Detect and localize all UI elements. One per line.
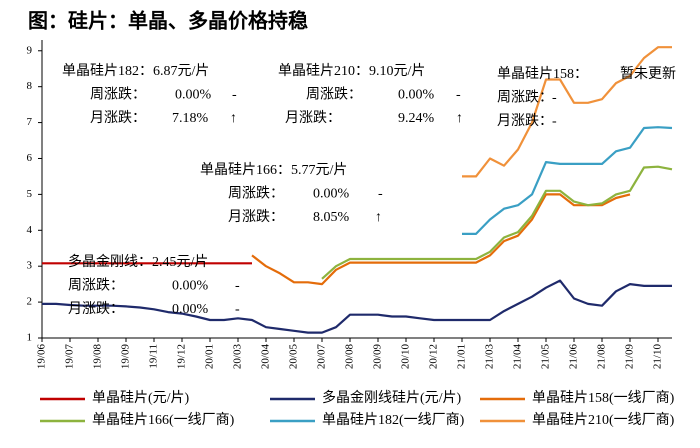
annotation-text: 7.18%	[172, 111, 209, 126]
y-tick-label: 4	[27, 224, 33, 236]
annotation-text: 月涨跌：	[90, 110, 146, 126]
y-tick-label: 1	[27, 332, 33, 344]
annotation-text: -	[235, 279, 240, 294]
chart-title: 图：硅片：单晶、多晶价格持稳	[28, 9, 308, 33]
annotation-text: 0.00%	[175, 88, 212, 103]
x-tick-label: 20/01	[204, 344, 216, 369]
annotation-text: 月涨跌：	[68, 301, 124, 317]
legend-label: 单晶硅片166(一线厂商)	[92, 412, 235, 428]
annotation-text: 多晶金刚线：2.45元/片	[68, 253, 208, 270]
annotation-text: 8.05%	[313, 210, 350, 225]
annotation-text: 周涨跌：	[497, 90, 553, 106]
series-line	[462, 46, 672, 178]
annotation-text: 周涨跌：	[306, 87, 362, 103]
x-tick-label: 20/03	[232, 344, 244, 370]
annotation-text: 周涨跌：	[68, 278, 124, 294]
y-tick-label: 5	[27, 188, 33, 200]
annotation-text: -	[552, 114, 557, 129]
annotation-text: 单晶硅片210：9.10元/片	[278, 63, 425, 79]
annotation-text: 0.00%	[313, 187, 350, 202]
annotation-text: ↑	[456, 111, 463, 126]
legend-label: 多晶金刚线硅片(元/片)	[322, 389, 462, 406]
annotation-text: 单晶硅片158：	[497, 66, 588, 82]
y-tick-label: 7	[27, 116, 33, 128]
annotation-text: -	[235, 302, 240, 317]
series-line	[251, 193, 631, 286]
x-tick-label: 21/04	[512, 344, 524, 370]
x-tick-label: 20/08	[344, 344, 356, 370]
x-tick-label: 20/09	[372, 344, 384, 370]
x-tick-label: 21/09	[624, 344, 636, 370]
legend-label: 单晶硅片210(一线厂商)	[532, 412, 675, 428]
annotation-text: 0.00%	[398, 88, 435, 103]
y-tick-label: 2	[27, 296, 33, 308]
legend-label: 单晶硅片158(一线厂商)	[532, 390, 675, 406]
x-tick-label: 21/06	[568, 344, 580, 370]
x-tick-label: 19/08	[92, 344, 104, 370]
annotation-text: 0.00%	[172, 302, 209, 317]
x-tick-label: 21/03	[484, 344, 496, 370]
annotation-text: ↑	[230, 111, 237, 126]
y-tick-label: 8	[27, 80, 33, 92]
annotation-text: -	[552, 91, 557, 106]
x-tick-label: 21/05	[540, 344, 552, 370]
x-tick-label: 21/10	[652, 344, 664, 370]
y-tick-label: 3	[27, 260, 33, 272]
annotation-text: -	[378, 187, 383, 202]
annotation-text: 9.24%	[398, 111, 435, 126]
y-tick-label: 6	[27, 152, 33, 164]
annotation-text: 周涨跌：	[228, 186, 284, 202]
x-tick-label: 19/09	[120, 344, 132, 370]
x-tick-label: 19/11	[148, 344, 160, 369]
x-tick-label: 20/12	[428, 344, 440, 369]
x-tick-label: 20/10	[400, 344, 412, 370]
legend-label: 单晶硅片182(一线厂商)	[322, 412, 465, 428]
annotation-text: -	[456, 88, 461, 103]
annotation-text: 周涨跌：	[90, 87, 146, 103]
annotation-text: 月涨跌：	[285, 110, 341, 126]
annotation-text: 暂未更新	[620, 66, 676, 82]
y-tick-label: 9	[27, 44, 33, 56]
annotation-text: 单晶硅片166：5.77元/片	[200, 162, 347, 178]
x-tick-label: 21/01	[456, 344, 468, 369]
series-line	[462, 126, 673, 235]
x-tick-label: 20/07	[316, 344, 328, 370]
x-tick-label: 19/07	[64, 344, 76, 370]
x-tick-label: 20/05	[288, 344, 300, 370]
annotation-text: 0.00%	[172, 279, 209, 294]
legend-label: 单晶硅片(元/片)	[92, 390, 190, 406]
x-tick-label: 19/06	[36, 344, 48, 370]
annotation-text: ↑	[375, 210, 382, 225]
series-line	[42, 279, 672, 334]
x-tick-label: 20/04	[260, 344, 272, 370]
annotation-text: 月涨跌：	[497, 113, 553, 129]
series-line	[321, 165, 673, 280]
annotation-text: 单晶硅片182：6.87元/片	[62, 63, 209, 79]
x-tick-label: 21/08	[596, 344, 608, 370]
x-tick-label: 19/12	[176, 344, 188, 369]
annotation-text: -	[232, 88, 237, 103]
annotation-text: 月涨跌：	[228, 209, 284, 225]
